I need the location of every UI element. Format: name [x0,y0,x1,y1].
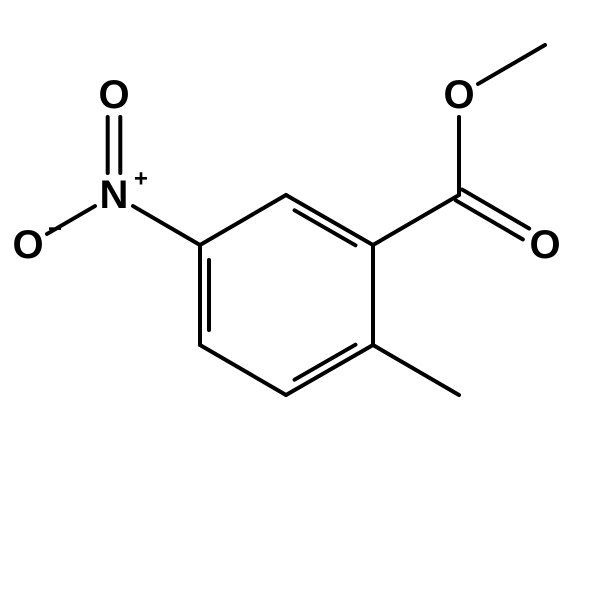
bond [200,195,286,245]
bond [286,195,373,245]
atom-o: O [98,73,129,117]
bond [478,45,545,84]
atom-o: O [443,73,474,117]
bond [133,206,200,245]
atom-o: O [529,223,560,267]
bond [373,345,459,395]
bond [286,345,373,395]
atom-o: O [12,223,43,267]
atom-n: N [100,173,129,217]
molecule-diagram: OON+OO− [0,0,600,600]
bond [373,195,459,245]
charge: + [134,166,148,193]
charge: − [48,216,62,243]
bond [200,345,286,395]
